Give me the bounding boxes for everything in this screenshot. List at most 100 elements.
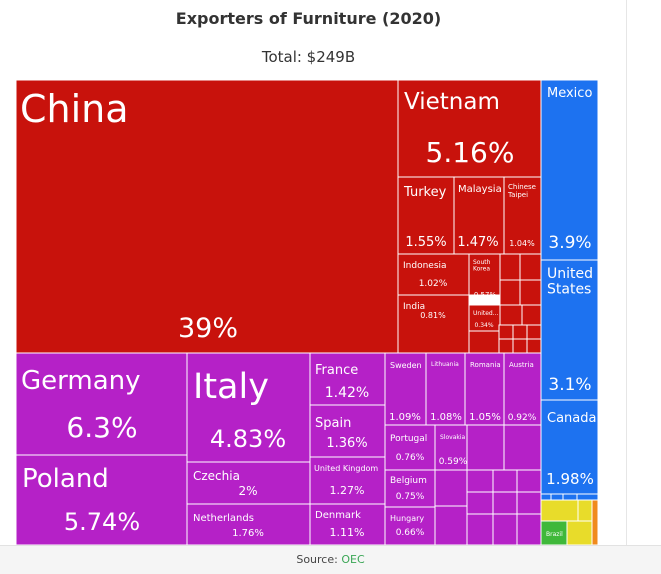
tile-label-spain: Spain bbox=[315, 416, 351, 431]
tile-hungary[interactable] bbox=[384, 506, 436, 545]
tile-value-united-states: 3.1% bbox=[548, 375, 591, 395]
tile-label-brazil: Brazil bbox=[546, 531, 563, 538]
scrollbar[interactable] bbox=[626, 0, 637, 545]
small-tile-asia-12[interactable] bbox=[526, 338, 542, 354]
tile-china[interactable] bbox=[15, 79, 399, 354]
source-footer: Source: OEC bbox=[0, 545, 661, 574]
tile-value-south-korea: 0.57% bbox=[474, 291, 497, 299]
tile-label-germany: Germany bbox=[21, 366, 141, 396]
tile-label-romania: Romania bbox=[470, 361, 501, 369]
tile-value-mexico: 3.9% bbox=[548, 233, 591, 253]
small-tile-south-america-32[interactable] bbox=[566, 520, 593, 545]
small-tile-asia-2[interactable] bbox=[499, 279, 521, 306]
small-tile-south-america-30[interactable] bbox=[540, 499, 579, 522]
small-tile-europe-17[interactable] bbox=[492, 469, 518, 493]
small-tile-europe-16[interactable] bbox=[466, 469, 494, 493]
small-tile-europe-20[interactable] bbox=[492, 491, 518, 515]
tile-label-lithuania: Lithuania bbox=[431, 361, 459, 368]
small-tile-asia-8[interactable] bbox=[512, 324, 528, 340]
tile-value-indonesia: 1.02% bbox=[419, 279, 448, 289]
small-tile-asia-7[interactable] bbox=[498, 324, 514, 340]
small-tile-europe-24[interactable] bbox=[492, 513, 518, 545]
tile-malaysia[interactable] bbox=[453, 176, 505, 255]
tile-value-slovakia: 0.59% bbox=[439, 457, 468, 467]
tile-united-kingdom[interactable] bbox=[309, 456, 386, 505]
tile-label-poland: Poland bbox=[22, 464, 109, 494]
tile-value-spain: 1.36% bbox=[326, 436, 367, 451]
tile-value-india: 0.81% bbox=[420, 311, 446, 320]
small-tile-asia-3[interactable] bbox=[519, 279, 542, 306]
small-tile-asia-11[interactable] bbox=[512, 338, 528, 354]
tile-value-china: 39% bbox=[178, 313, 238, 344]
tile-united[interactable] bbox=[468, 304, 501, 332]
small-tile-north-america-27[interactable] bbox=[550, 493, 564, 501]
small-tile-asia-1[interactable] bbox=[519, 253, 542, 281]
source-prefix: Source: bbox=[296, 553, 338, 566]
tile-label-hungary: Hungary bbox=[390, 514, 424, 523]
small-tile-asia-6[interactable] bbox=[468, 330, 500, 354]
tile-label-italy: Italy bbox=[193, 367, 269, 407]
tile-value-netherlands: 1.76% bbox=[232, 528, 264, 539]
small-tile-europe-19[interactable] bbox=[466, 491, 494, 515]
small-tile-europe-22[interactable] bbox=[434, 505, 468, 545]
tile-value-hungary: 0.66% bbox=[396, 528, 425, 538]
tile-portugal[interactable] bbox=[384, 424, 436, 471]
tile-belgium[interactable] bbox=[384, 469, 436, 508]
tile-denmark[interactable] bbox=[309, 503, 386, 545]
tile-italy[interactable] bbox=[186, 352, 311, 463]
tile-label-chinese-taipei: Chinese Taipei bbox=[507, 183, 536, 199]
tile-label-vietnam: Vietnam bbox=[404, 89, 500, 115]
small-tile-asia-9[interactable] bbox=[526, 324, 542, 340]
tile-united-states[interactable] bbox=[540, 259, 599, 401]
small-tile-asia-0[interactable] bbox=[499, 253, 521, 281]
tile-mexico[interactable] bbox=[540, 79, 599, 261]
tile-value-italy: 4.83% bbox=[210, 425, 286, 453]
chart-subtitle: Total: $249B bbox=[261, 48, 356, 66]
tile-label-sweden: Sweden bbox=[390, 361, 422, 370]
small-tile-europe-25[interactable] bbox=[516, 513, 542, 545]
small-tile-north-america-29[interactable] bbox=[576, 493, 599, 501]
tile-value-denmark: 1.11% bbox=[330, 526, 365, 539]
tile-label-united-kingdom: United Kingdom bbox=[314, 464, 378, 473]
tile-label-turkey: Turkey bbox=[403, 185, 447, 200]
small-tile-north-america-28[interactable] bbox=[562, 493, 578, 501]
tile-value-malaysia: 1.47% bbox=[457, 235, 498, 250]
tile-lithuania[interactable] bbox=[425, 352, 466, 426]
tile-indonesia[interactable] bbox=[397, 253, 470, 296]
small-tile-europe-13[interactable] bbox=[466, 424, 505, 471]
small-tile-asia-5[interactable] bbox=[521, 304, 542, 326]
tile-value-france: 1.42% bbox=[325, 385, 369, 401]
tile-value-romania: 1.05% bbox=[469, 412, 501, 423]
tile-poland[interactable] bbox=[15, 454, 188, 545]
small-tile-asia-10[interactable] bbox=[498, 338, 514, 354]
tile-value-sweden: 1.09% bbox=[389, 412, 421, 423]
tile-label-united-states: United States bbox=[547, 266, 593, 298]
tile-label-mexico: Mexico bbox=[547, 86, 592, 101]
small-tile-europe-21[interactable] bbox=[516, 491, 542, 515]
tile-value-portugal: 0.76% bbox=[396, 453, 425, 463]
tile-value-canada: 1.98% bbox=[546, 470, 594, 488]
tile-label-portugal: Portugal bbox=[390, 434, 427, 444]
small-tile-orange-33[interactable] bbox=[591, 499, 599, 545]
small-tile-asia-4[interactable] bbox=[499, 304, 523, 326]
tile-value-turkey: 1.55% bbox=[405, 235, 446, 250]
tile-sweden[interactable] bbox=[384, 352, 427, 426]
small-tile-europe-14[interactable] bbox=[503, 424, 542, 471]
tile-label-china: China bbox=[20, 87, 129, 131]
small-tile-europe-15[interactable] bbox=[434, 469, 468, 507]
tile-value-germany: 6.3% bbox=[66, 411, 137, 444]
tile-spain[interactable] bbox=[309, 404, 386, 458]
tile-value-vietnam: 5.16% bbox=[426, 136, 515, 169]
tile-netherlands[interactable] bbox=[186, 503, 311, 545]
tile-label-netherlands: Netherlands bbox=[193, 513, 254, 524]
small-tile-europe-23[interactable] bbox=[466, 513, 494, 545]
source-link[interactable]: OEC bbox=[341, 553, 365, 566]
small-tile-europe-18[interactable] bbox=[516, 469, 542, 493]
tile-turkey[interactable] bbox=[397, 176, 455, 255]
tile-value-czechia: 2% bbox=[238, 484, 257, 498]
small-tile-north-america-26[interactable] bbox=[540, 493, 552, 501]
tile-label-czechia: Czechia bbox=[193, 469, 240, 483]
tile-france[interactable] bbox=[309, 352, 386, 406]
tile-value-belgium: 0.75% bbox=[396, 492, 425, 502]
chart-title: Exporters of Furniture (2020) bbox=[175, 9, 442, 28]
